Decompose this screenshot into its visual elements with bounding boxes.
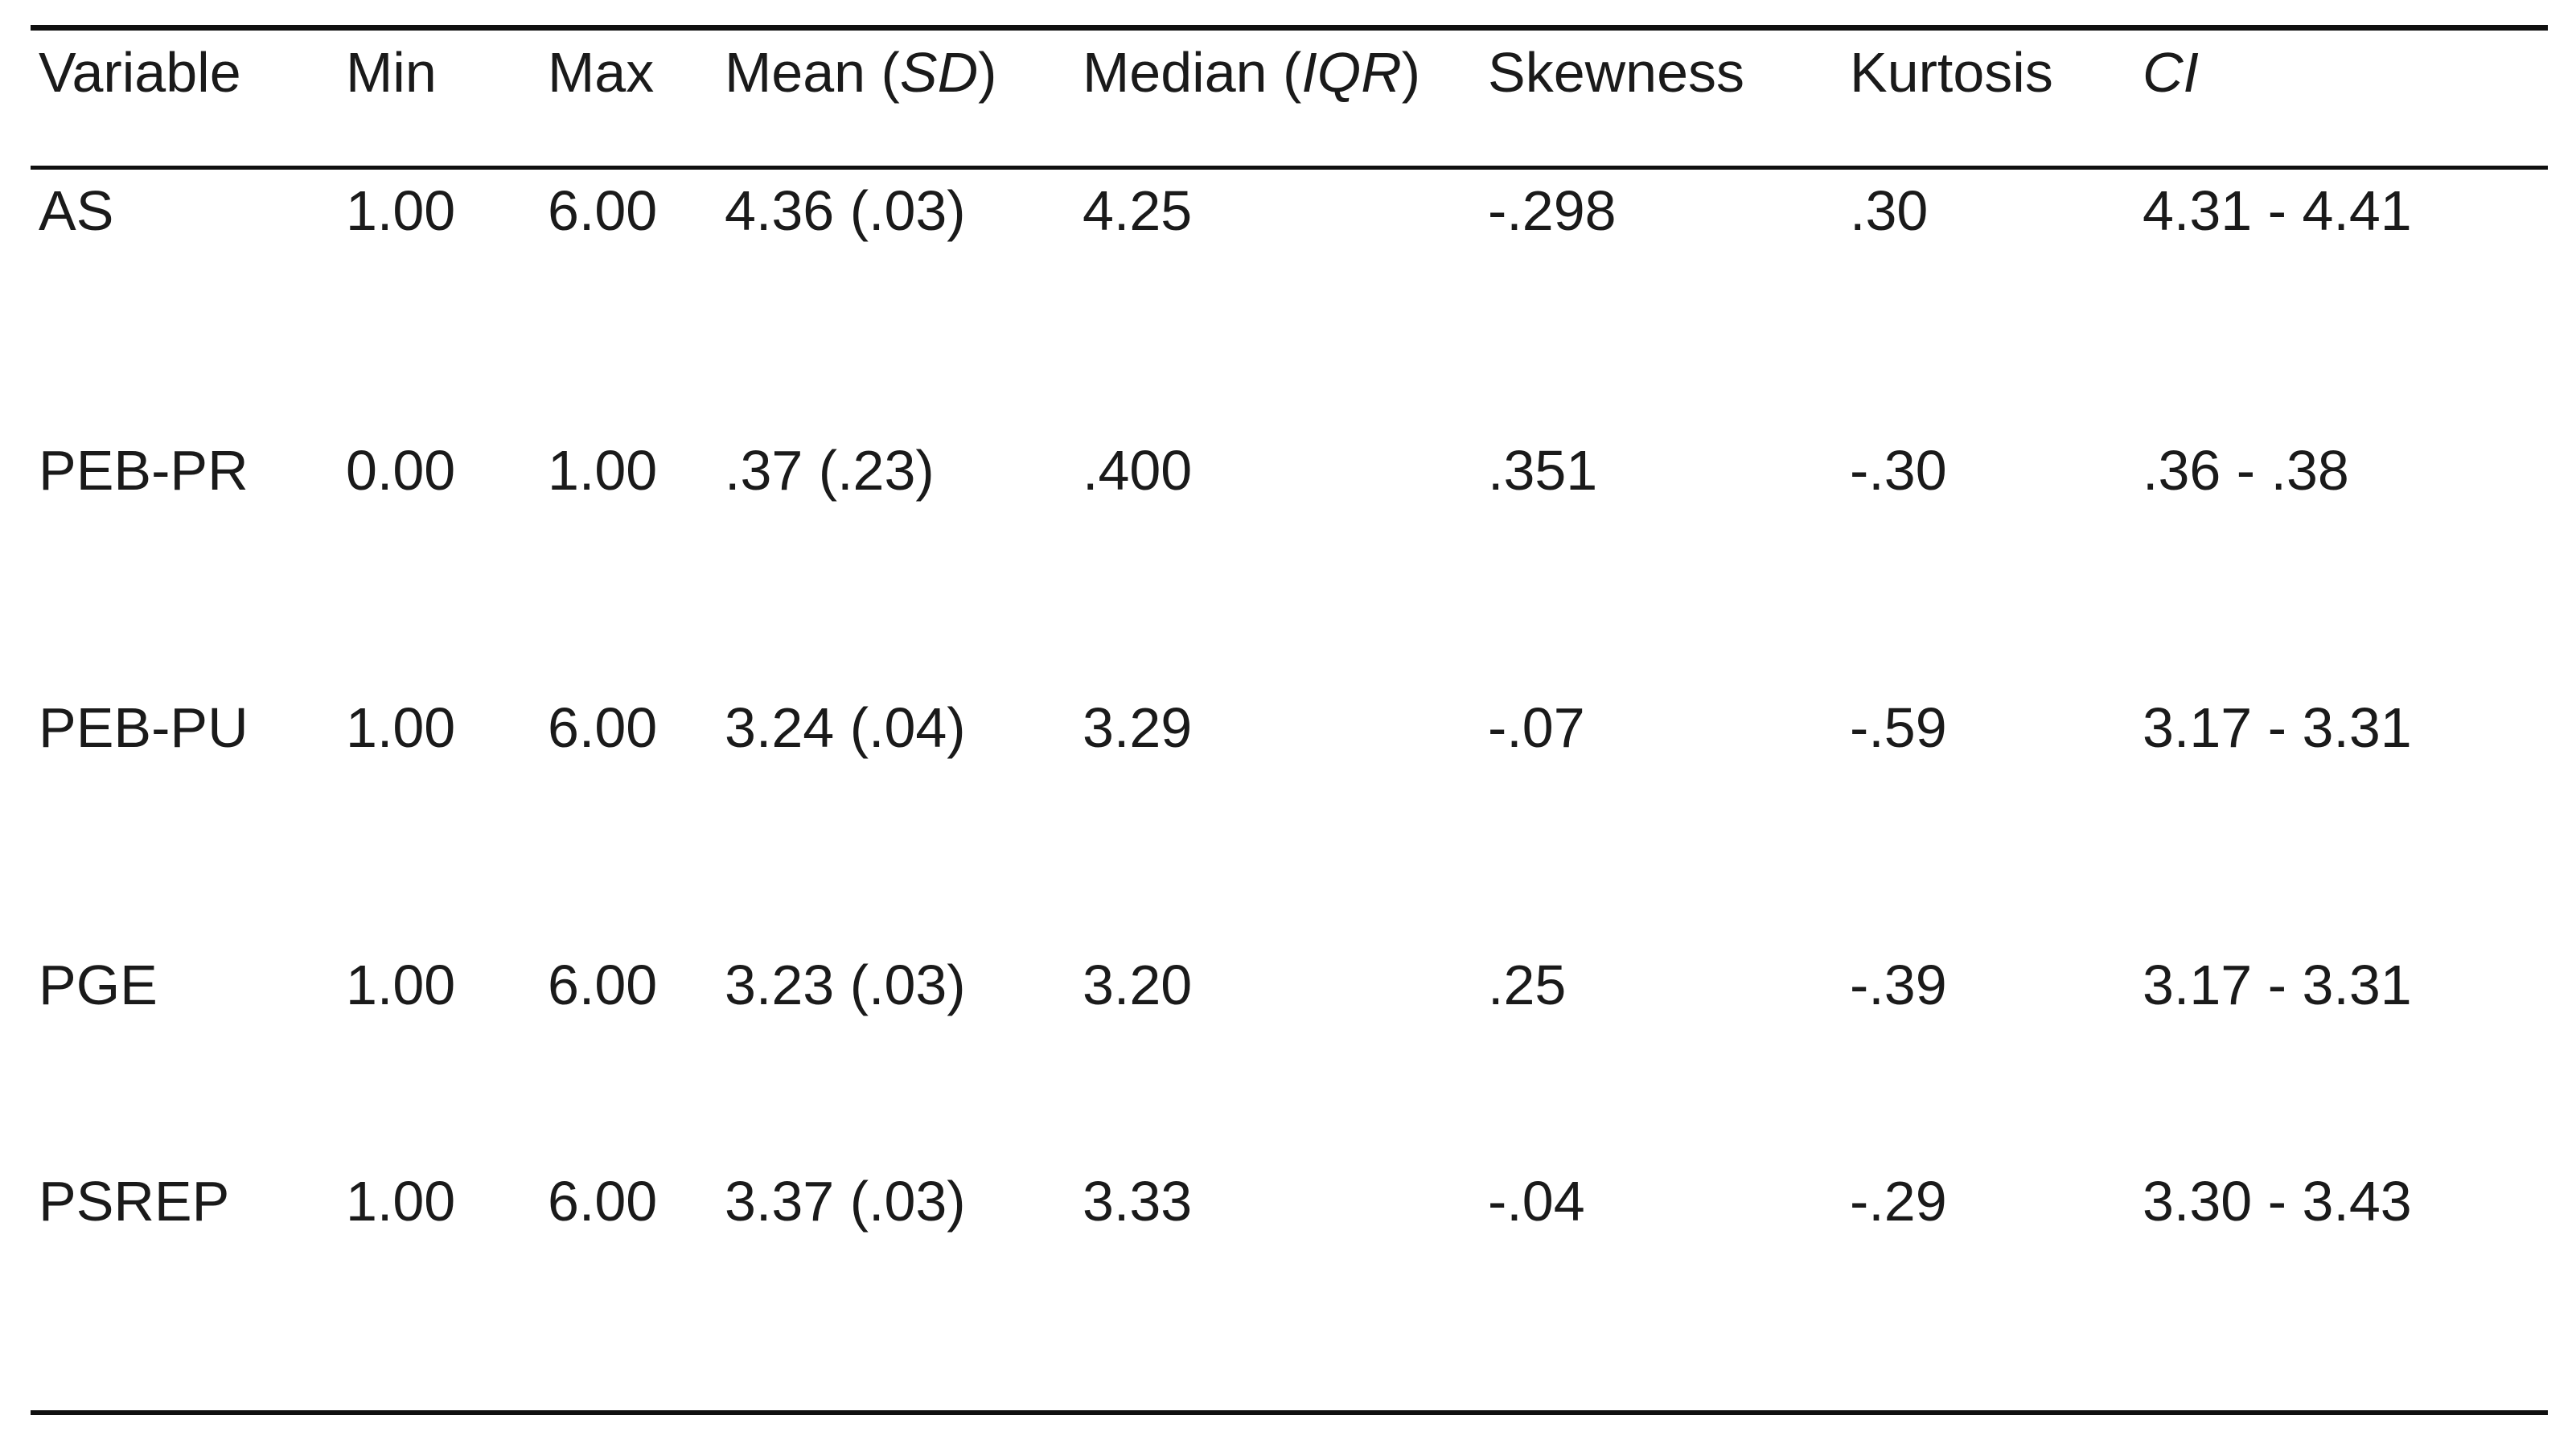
table-bottom-rule (31, 1410, 2548, 1415)
min-cell: 1.00 (346, 179, 456, 242)
column-header-skewness: Skewness (1488, 41, 1745, 104)
mean-label-suffix: ) (978, 41, 997, 104)
mean-sd-cell: 3.23 (.03) (725, 954, 966, 1016)
column-header-mean-sd: Mean (SD) (725, 40, 996, 105)
max-cell: 6.00 (548, 696, 658, 759)
kurtosis-cell: .30 (1850, 179, 1929, 242)
skewness-cell: -.04 (1488, 1170, 1585, 1233)
table-row-pge: PGE 1.00 6.00 3.23 (.03) 3.20 .25 -.39 3… (0, 953, 2576, 1017)
table-header-divider-rule (31, 166, 2548, 170)
column-header-min: Min (346, 41, 437, 104)
skewness-cell: -.07 (1488, 696, 1585, 759)
median-iqr-cell: 4.25 (1083, 179, 1193, 242)
column-header-median-iqr: Median (IQR) (1083, 40, 1420, 105)
min-cell: 0.00 (346, 439, 456, 502)
median-label-prefix: Median ( (1083, 41, 1302, 104)
ci-abbrev: CI (2143, 41, 2199, 104)
kurtosis-cell: -.39 (1850, 954, 1947, 1016)
kurtosis-cell: -.30 (1850, 439, 1947, 502)
mean-sd-cell: 4.36 (.03) (725, 179, 966, 242)
table-row-peb-pu: PEB-PU 1.00 6.00 3.24 (.04) 3.29 -.07 -.… (0, 695, 2576, 760)
skewness-cell: -.298 (1488, 179, 1617, 242)
ci-cell: 3.30 - 3.43 (2143, 1170, 2412, 1233)
mean-label-prefix: Mean ( (725, 41, 900, 104)
sd-abbrev: SD (899, 41, 979, 104)
max-cell: 6.00 (548, 954, 658, 1016)
variable-cell: AS (39, 179, 114, 242)
skewness-cell: .25 (1488, 954, 1567, 1016)
table-row-psrep: PSREP 1.00 6.00 3.37 (.03) 3.33 -.04 -.2… (0, 1169, 2576, 1233)
table-header-row: Variable Min Max Mean (SD) Median (IQR) … (0, 40, 2576, 105)
max-cell: 1.00 (548, 439, 658, 502)
variable-cell: PEB-PR (39, 439, 249, 502)
variable-cell: PSREP (39, 1170, 230, 1233)
ci-cell: 3.17 - 3.31 (2143, 696, 2412, 759)
min-cell: 1.00 (346, 696, 456, 759)
kurtosis-cell: -.29 (1850, 1170, 1947, 1233)
mean-sd-cell: 3.24 (.04) (725, 696, 966, 759)
table-top-rule (31, 25, 2548, 31)
column-header-max: Max (548, 41, 655, 104)
max-cell: 6.00 (548, 179, 658, 242)
table-row-peb-pr: PEB-PR 0.00 1.00 .37 (.23) .400 .351 -.3… (0, 438, 2576, 503)
min-cell: 1.00 (346, 954, 456, 1016)
kurtosis-cell: -.59 (1850, 696, 1947, 759)
skewness-cell: .351 (1488, 439, 1598, 502)
ci-cell: 3.17 - 3.31 (2143, 954, 2412, 1016)
column-header-variable: Variable (39, 41, 241, 104)
iqr-abbrev: IQR (1301, 41, 1402, 104)
mean-sd-cell: 3.37 (.03) (725, 1170, 966, 1233)
min-cell: 1.00 (346, 1170, 456, 1233)
column-header-ci: CI (2143, 40, 2199, 105)
mean-sd-cell: .37 (.23) (725, 439, 935, 502)
median-iqr-cell: 3.33 (1083, 1170, 1193, 1233)
ci-cell: 4.31 - 4.41 (2143, 179, 2412, 242)
variable-cell: PEB-PU (39, 696, 249, 759)
median-label-suffix: ) (1401, 41, 1421, 104)
column-header-kurtosis: Kurtosis (1850, 41, 2053, 104)
ci-cell: .36 - .38 (2143, 439, 2349, 502)
max-cell: 6.00 (548, 1170, 658, 1233)
median-iqr-cell: 3.29 (1083, 696, 1193, 759)
table-row-as: AS 1.00 6.00 4.36 (.03) 4.25 -.298 .30 4… (0, 178, 2576, 243)
median-iqr-cell: .400 (1083, 439, 1193, 502)
median-iqr-cell: 3.20 (1083, 954, 1193, 1016)
variable-cell: PGE (39, 954, 158, 1016)
